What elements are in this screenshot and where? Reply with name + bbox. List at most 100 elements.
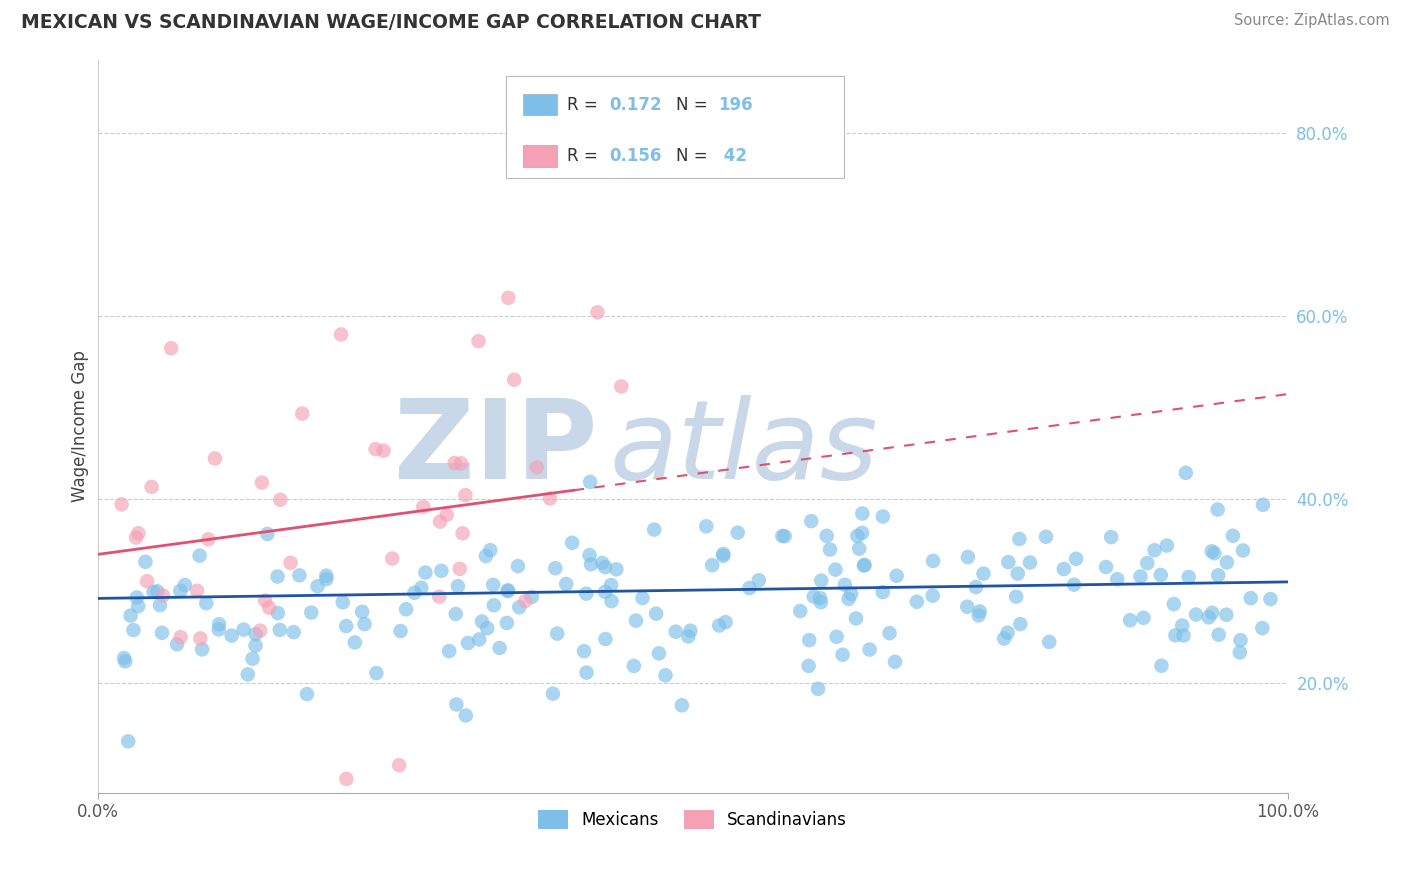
Text: 42: 42	[718, 147, 748, 165]
Point	[665, 624, 688, 639]
Point	[503, 373, 526, 387]
Point	[110, 497, 132, 511]
Point	[1107, 572, 1129, 586]
Point	[429, 515, 451, 529]
Text: R =: R =	[567, 95, 603, 113]
Point	[471, 615, 494, 629]
Point	[575, 665, 598, 680]
Point	[695, 519, 717, 533]
Point	[544, 561, 567, 575]
Point	[411, 581, 433, 595]
Point	[315, 572, 337, 586]
Point	[965, 580, 987, 594]
Point	[810, 574, 832, 588]
Point	[972, 566, 994, 581]
Point	[1177, 570, 1199, 584]
Point	[727, 525, 749, 540]
Point	[851, 507, 873, 521]
Point	[1174, 466, 1197, 480]
Point	[249, 624, 271, 638]
Point	[711, 547, 734, 561]
Point	[506, 559, 529, 574]
Point	[846, 529, 869, 543]
Point	[117, 734, 139, 748]
Point	[291, 407, 314, 421]
Point	[1232, 543, 1254, 558]
Point	[114, 654, 136, 668]
Point	[120, 608, 142, 623]
Point	[578, 548, 600, 562]
Point	[335, 772, 357, 786]
Point	[1216, 555, 1239, 569]
Text: 0.156: 0.156	[609, 147, 661, 165]
Point	[714, 615, 737, 629]
Point	[1064, 551, 1087, 566]
Point	[1136, 556, 1159, 570]
Point	[169, 630, 191, 644]
Point	[538, 491, 561, 506]
Point	[1222, 529, 1244, 543]
Point	[188, 632, 211, 646]
Point	[831, 648, 853, 662]
Point	[280, 556, 302, 570]
Point	[250, 475, 273, 490]
Point	[454, 488, 477, 502]
Point	[808, 591, 831, 605]
Point	[447, 579, 470, 593]
Point	[482, 599, 505, 613]
Point	[508, 600, 530, 615]
Point	[389, 624, 412, 638]
Text: atlas: atlas	[609, 394, 879, 501]
Point	[404, 586, 426, 600]
Point	[648, 646, 671, 660]
Point	[498, 291, 520, 305]
Point	[645, 607, 668, 621]
Point	[169, 583, 191, 598]
Point	[905, 595, 928, 609]
Point	[174, 578, 197, 592]
Point	[872, 585, 894, 599]
Point	[1260, 592, 1282, 607]
Point	[245, 639, 267, 653]
Point	[315, 568, 337, 582]
Point	[702, 558, 724, 573]
Point	[204, 451, 226, 466]
Point	[1132, 611, 1154, 625]
Point	[520, 590, 543, 604]
Point	[127, 599, 149, 614]
Point	[561, 535, 583, 549]
Point	[166, 637, 188, 651]
Point	[845, 611, 868, 625]
Point	[160, 341, 183, 355]
Point	[449, 562, 471, 576]
Point	[1229, 645, 1251, 659]
Point	[122, 623, 145, 637]
Point	[1206, 568, 1229, 582]
Point	[352, 605, 374, 619]
Point	[446, 698, 468, 712]
Point	[956, 599, 979, 614]
Point	[242, 651, 264, 665]
Point	[773, 529, 796, 543]
Point	[1063, 577, 1085, 591]
Point	[208, 617, 231, 632]
Text: R =: R =	[567, 147, 603, 165]
Point	[1185, 607, 1208, 622]
Point	[997, 625, 1019, 640]
Point	[1251, 621, 1274, 635]
Point	[810, 595, 832, 609]
Point	[600, 594, 623, 608]
Point	[595, 632, 617, 646]
Point	[332, 595, 354, 609]
Point	[591, 556, 613, 570]
Point	[1150, 658, 1173, 673]
Point	[1201, 606, 1223, 620]
Point	[388, 758, 411, 772]
Point	[295, 687, 318, 701]
Point	[1229, 633, 1251, 648]
Point	[427, 590, 450, 604]
Point	[450, 457, 472, 471]
Text: Source: ZipAtlas.com: Source: ZipAtlas.com	[1233, 13, 1389, 29]
Point	[1129, 569, 1152, 583]
Point	[586, 305, 609, 319]
